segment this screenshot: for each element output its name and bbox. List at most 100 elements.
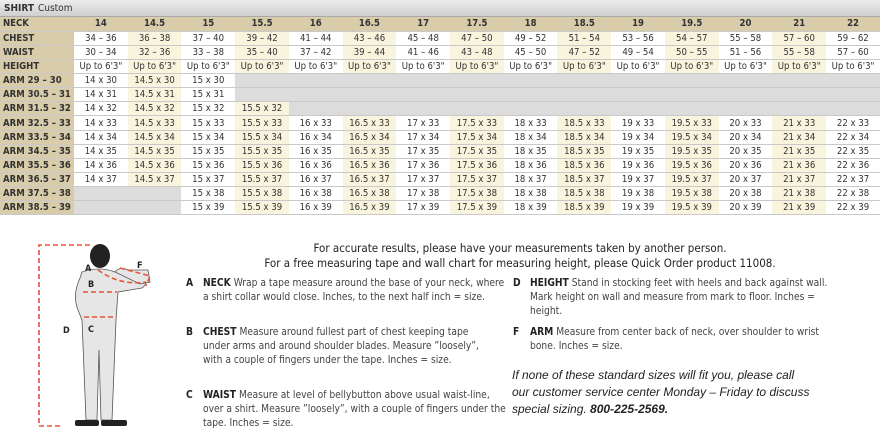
neck-size-header: 19 bbox=[611, 17, 665, 32]
size-cell: 19 x 36 bbox=[611, 158, 665, 174]
size-cell: 19.5 x 34 bbox=[664, 130, 719, 145]
neck-label: NECK bbox=[0, 17, 74, 32]
size-cell: 16.5 x 38 bbox=[342, 186, 397, 202]
size-cell: 18.5 x 36 bbox=[557, 158, 612, 174]
size-cell: 45 – 48 bbox=[396, 31, 451, 46]
unavailable-cell bbox=[235, 87, 289, 103]
size-cell: Up to 6'3" bbox=[557, 59, 612, 75]
unavailable-cell bbox=[664, 73, 719, 89]
unavailable-cell bbox=[342, 73, 397, 89]
label-b: B bbox=[88, 280, 94, 290]
row-label: HEIGHT bbox=[0, 59, 74, 75]
instruction-arm: F ARM Measure from center back of neck, o… bbox=[513, 327, 820, 353]
row-label: ARM 35.5 – 36 bbox=[0, 158, 74, 174]
size-cell: 20 x 34 bbox=[718, 130, 773, 145]
size-cell: 16.5 x 34 bbox=[342, 130, 397, 145]
size-cell: 34 – 36 bbox=[74, 31, 128, 46]
size-cell: 18 x 38 bbox=[503, 186, 558, 202]
unavailable-cell bbox=[288, 73, 343, 89]
size-cell: 18.5 x 38 bbox=[557, 186, 612, 202]
person-silhouette bbox=[75, 244, 151, 426]
size-cell: 30 – 34 bbox=[74, 45, 128, 60]
size-cell: Up to 6'3" bbox=[718, 59, 773, 75]
size-cell: 16 x 35 bbox=[288, 144, 343, 159]
phone-number: 800-225-2569. bbox=[590, 402, 669, 416]
size-cell: Up to 6'3" bbox=[450, 59, 504, 75]
size-cell: 43 – 46 bbox=[342, 31, 397, 46]
size-cell: 17.5 x 33 bbox=[450, 115, 504, 131]
unavailable-cell bbox=[503, 87, 558, 103]
size-cell: 19.5 x 33 bbox=[664, 115, 719, 131]
size-cell: 15 x 36 bbox=[181, 158, 236, 174]
size-cell: 19.5 x 37 bbox=[664, 172, 719, 188]
size-cell: 19.5 x 38 bbox=[664, 186, 719, 202]
unavailable-cell bbox=[450, 73, 504, 89]
size-cell: 37 – 42 bbox=[288, 45, 343, 60]
size-cell: 16.5 x 37 bbox=[342, 172, 397, 188]
size-cell: 54 – 57 bbox=[664, 31, 719, 46]
size-cell: Up to 6'3" bbox=[235, 59, 289, 75]
size-cell: 18.5 x 37 bbox=[557, 172, 612, 188]
row-label: ARM 31.5 – 32 bbox=[0, 101, 74, 117]
unavailable-cell bbox=[503, 73, 558, 89]
chart-title-bar: SHIRT Custom bbox=[0, 0, 880, 17]
instruction-waist: C WAIST Measure at level of bellybutton a… bbox=[186, 390, 506, 430]
size-cell: 19 x 34 bbox=[611, 130, 665, 145]
size-cell: 19.5 x 36 bbox=[664, 158, 719, 174]
size-cell: 14.5 x 34 bbox=[127, 130, 182, 145]
table-row: ARM 34.5 – 35 14 x 35 14.5 x 35 15 x 35 15.5… bbox=[0, 144, 880, 159]
size-cell: 49 – 52 bbox=[503, 31, 558, 46]
size-cell: 15.5 x 38 bbox=[235, 186, 289, 202]
size-cell: 14 x 34 bbox=[74, 130, 128, 145]
size-cell: 41 – 44 bbox=[288, 31, 343, 46]
unavailable-cell bbox=[718, 73, 773, 89]
size-cell: 17.5 x 38 bbox=[450, 186, 504, 202]
instruction-chest: B CHEST Measure around fullest part of ch… bbox=[186, 327, 479, 367]
size-cell: 14 x 36 bbox=[74, 158, 128, 174]
neck-size-header: 18.5 bbox=[557, 17, 612, 32]
row-label: ARM 32.5 – 33 bbox=[0, 115, 74, 131]
size-cell: 15 x 37 bbox=[181, 172, 236, 188]
size-cell: 17 x 38 bbox=[396, 186, 451, 202]
size-cell: 51 – 54 bbox=[557, 31, 612, 46]
row-label: ARM 29 – 30 bbox=[0, 73, 74, 89]
size-cell: 14 x 32 bbox=[74, 101, 128, 117]
unavailable-cell bbox=[74, 186, 128, 202]
size-cell: 20 x 36 bbox=[718, 158, 773, 174]
size-cell: 15.5 x 36 bbox=[235, 158, 289, 174]
unavailable-cell bbox=[288, 101, 343, 117]
size-cell: 17 x 37 bbox=[396, 172, 451, 188]
size-cell: 33 – 38 bbox=[181, 45, 236, 60]
size-cell: 19 x 35 bbox=[611, 144, 665, 159]
neck-size-header: 18 bbox=[503, 17, 558, 32]
size-cell: 47 – 52 bbox=[557, 45, 612, 60]
size-cell: 20 x 35 bbox=[718, 144, 773, 159]
size-cell: 14.5 x 31 bbox=[127, 87, 182, 103]
unavailable-cell bbox=[611, 87, 665, 103]
row-label: ARM 34.5 – 35 bbox=[0, 144, 74, 159]
size-cell: 22 x 38 bbox=[826, 186, 880, 202]
size-cell: 14.5 x 30 bbox=[127, 73, 182, 89]
size-cell: 18.5 x 39 bbox=[557, 200, 612, 216]
instruction-heading-2: For a free measuring tape and wall chart… bbox=[264, 256, 776, 270]
size-cell: 14 x 33 bbox=[74, 115, 128, 131]
unavailable-cell bbox=[342, 101, 397, 117]
size-cell: 59 – 62 bbox=[826, 31, 880, 46]
unavailable-cell bbox=[74, 200, 128, 216]
size-cell: 16 x 37 bbox=[288, 172, 343, 188]
unavailable-cell bbox=[396, 101, 451, 117]
table-row: ARM 31.5 – 32 14 x 32 14.5 x 32 15 x 32 15.5… bbox=[0, 101, 880, 117]
size-cell: Up to 6'3" bbox=[772, 59, 827, 75]
size-cell: 16.5 x 39 bbox=[342, 200, 397, 216]
row-label: CHEST bbox=[0, 31, 74, 46]
size-cell: 57 – 60 bbox=[772, 31, 827, 46]
unavailable-cell bbox=[718, 87, 773, 103]
label-f: F bbox=[137, 261, 143, 271]
size-cell: 17.5 x 37 bbox=[450, 172, 504, 188]
size-cell: 22 x 34 bbox=[826, 130, 880, 145]
size-cell: 18 x 35 bbox=[503, 144, 558, 159]
size-cell: 14 x 31 bbox=[74, 87, 128, 103]
unavailable-cell bbox=[611, 101, 665, 117]
size-cell: 15 x 34 bbox=[181, 130, 236, 145]
size-cell: Up to 6'3" bbox=[181, 59, 236, 75]
